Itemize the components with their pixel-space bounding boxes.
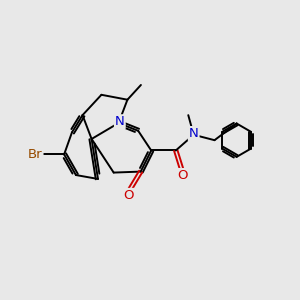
Text: N: N: [189, 127, 199, 140]
Text: Br: Br: [28, 148, 43, 161]
Text: N: N: [115, 115, 125, 128]
Text: O: O: [177, 169, 188, 182]
Text: O: O: [123, 189, 134, 202]
